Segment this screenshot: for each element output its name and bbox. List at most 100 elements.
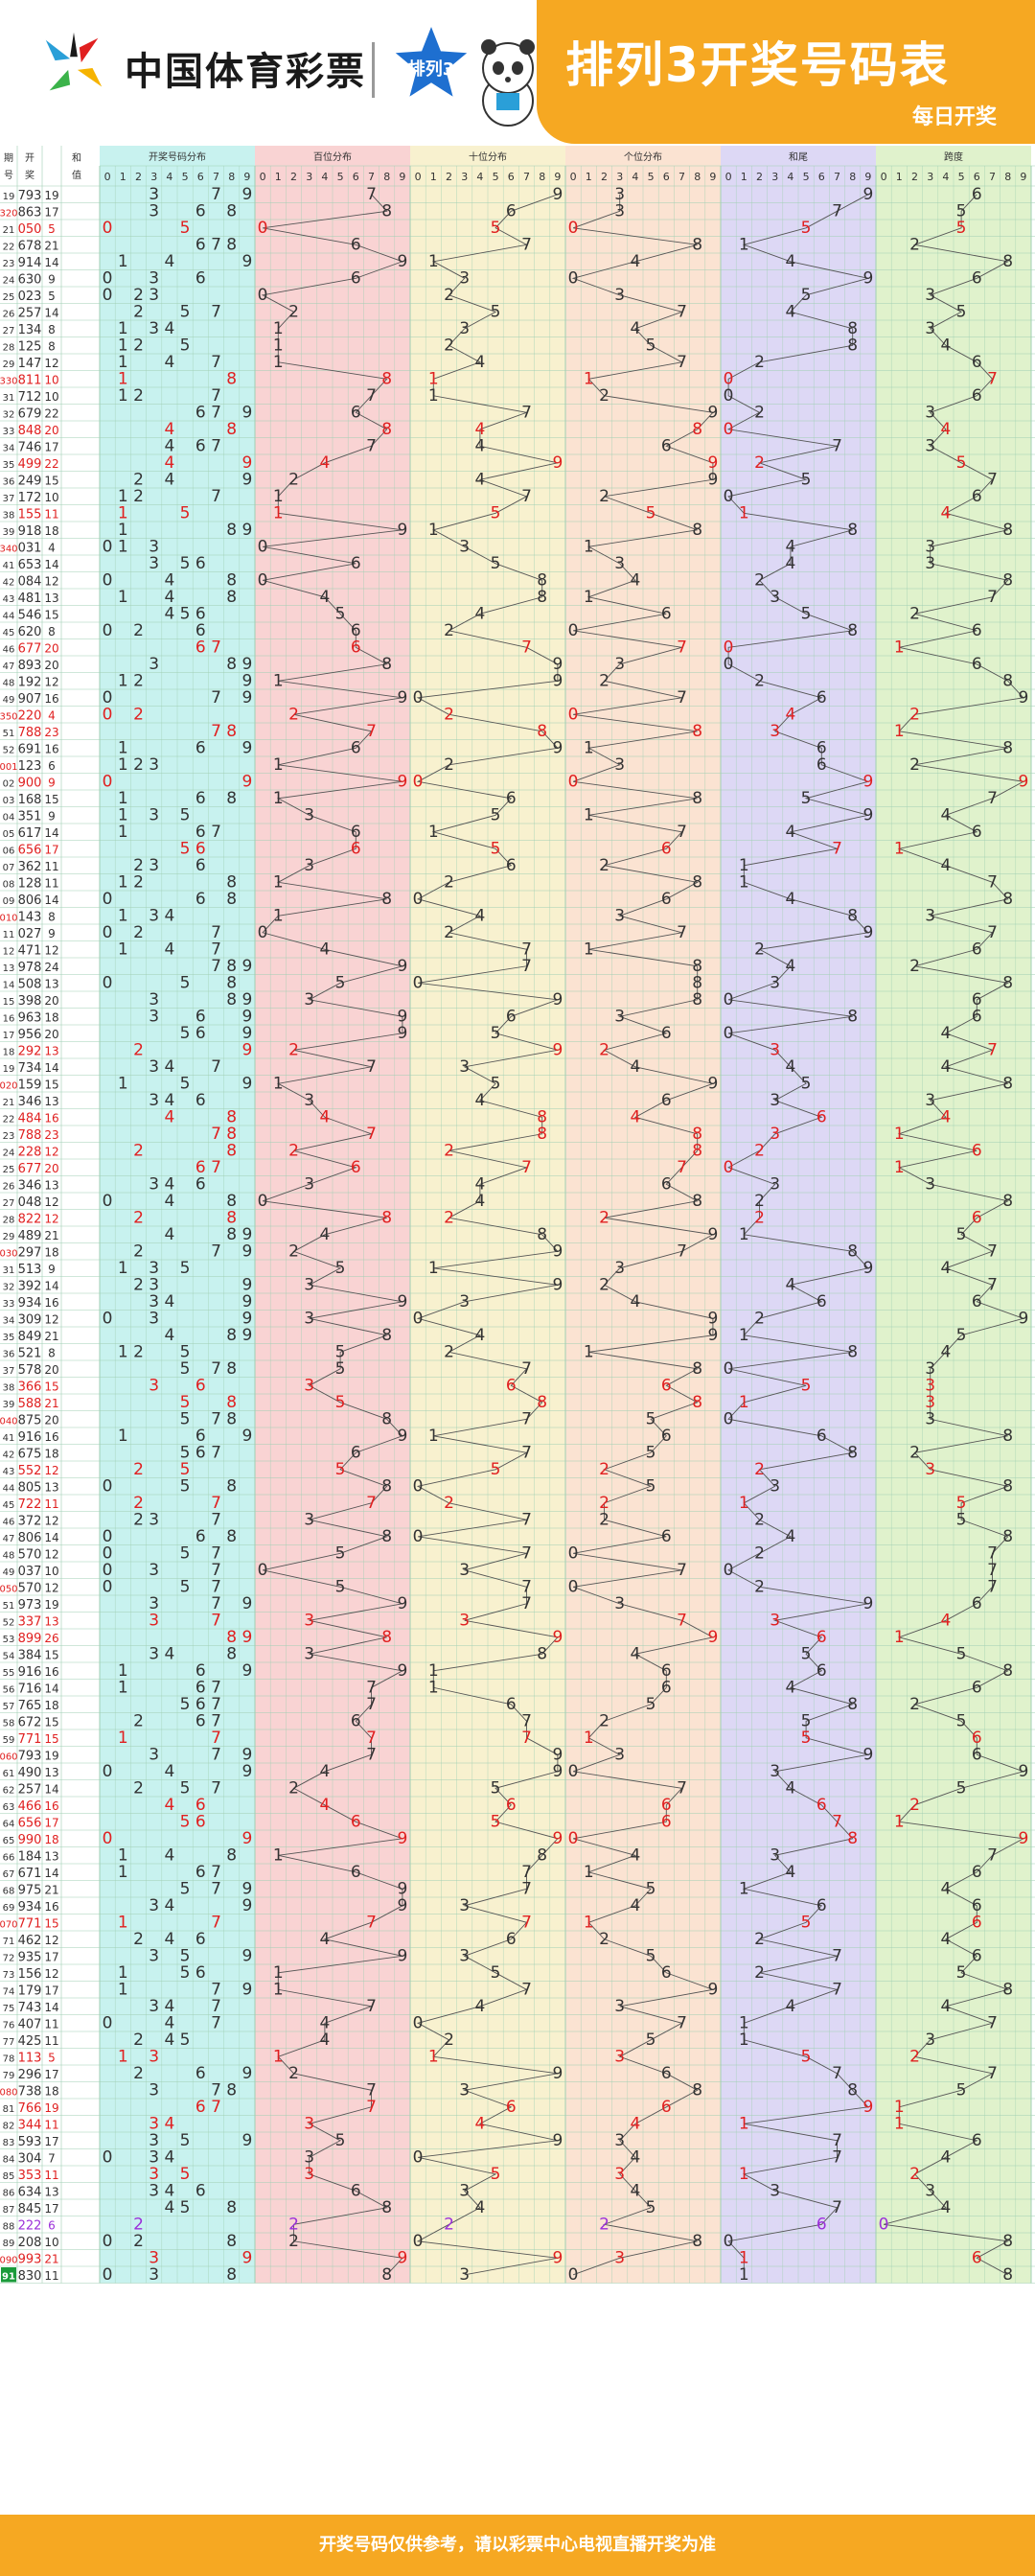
digit-header: 0 [725,171,732,183]
period-cell: 47 [3,661,15,672]
digit-header: 7 [213,171,219,183]
section-header-5: 跨度 [944,151,963,163]
sum-cell: 13 [44,592,58,605]
dist-digit: 8 [226,890,237,909]
brand-name: 中国体育彩票 [125,50,366,94]
number-cell: 490 [18,1766,42,1780]
dist-digit: 1 [118,252,128,271]
trend-digit: 7 [832,2198,842,2217]
trend-digit: 7 [366,1695,377,1714]
trend-digit: 6 [972,268,982,288]
section-header-2: 十位分布 [469,151,507,163]
dist-digit: 2 [133,2031,144,2050]
trend-digit: 5 [491,503,501,522]
trend-digit: 3 [614,286,625,305]
number-cell: 048 [18,1195,42,1210]
digit-header: 3 [150,171,157,183]
trend-digit: 3 [614,201,625,220]
trend-digit: 1 [428,369,439,388]
trend-digit: 6 [816,688,827,708]
trend-digit: 8 [1002,2265,1013,2285]
trend-digit: 6 [661,604,672,623]
trend-digit: 0 [568,1762,579,1781]
digit-header: 1 [430,171,437,183]
dist-digit: 9 [242,738,252,757]
trend-digit: 7 [366,1997,377,2016]
number-cell: 570 [18,1547,42,1562]
dist-digit: 8 [226,369,237,388]
trend-digit: 4 [319,1762,330,1781]
trend-digit: 9 [862,268,873,288]
trend-digit: 0 [568,1543,579,1563]
trend-digit: 6 [506,2098,517,2117]
sum-cell: 19 [44,2101,58,2115]
dist-digit: 1 [118,1259,128,1278]
trend-digit: 4 [785,1863,795,1882]
trend-digit: 2 [444,1342,454,1361]
period-cell: 81 [3,2104,15,2115]
trend-digit: 9 [397,2248,407,2267]
number-cell: 656 [18,1816,42,1830]
dist-digit: 3 [149,1745,159,1764]
dist-digit: 0 [103,1829,113,1848]
number-cell: 513 [18,1263,42,1277]
trend-digit: 2 [599,1711,610,1730]
trend-digit: 7 [987,369,998,388]
dist-digit: 9 [242,990,252,1010]
period-cell: 52 [3,1617,15,1628]
trend-digit: 0 [724,1561,734,1580]
trend-digit: 5 [801,286,812,305]
dist-digit: 0 [103,973,113,992]
trend-digit: 7 [366,1125,377,1144]
section-header-4: 和尾 [789,151,808,163]
digit-header: 9 [243,171,250,183]
sum-cell: 12 [44,1514,58,1527]
trend-digit: 2 [909,2165,920,2184]
digit-header: 1 [741,171,748,183]
trend-digit: 3 [925,286,935,305]
trend-digit: 2 [909,1796,920,1815]
trend-digit: 5 [956,1963,967,1983]
trend-digit: 6 [816,1292,827,1311]
trend-digit: 5 [801,1729,812,1748]
dist-digit: 5 [180,503,191,522]
sum-cell: 13 [44,1614,58,1628]
number-cell: 716 [18,1682,42,1696]
period-cell: 82 [3,2121,15,2131]
trend-digit: 3 [304,1275,314,1294]
dist-digit: 3 [149,1997,159,2016]
period-cell: 320 [0,208,18,219]
trend-digit: 2 [754,1141,765,1160]
dist-digit: 1 [118,1913,128,1932]
period-cell: 45 [3,628,15,638]
number-cell: 398 [18,994,42,1009]
dist-digit: 8 [226,588,237,607]
trend-digit: 6 [506,1695,517,1714]
dist-digit: 2 [133,1510,144,1529]
dist-digit: 0 [103,621,113,640]
trend-digit: 5 [646,1879,656,1898]
dist-digit: 6 [196,1661,206,1681]
trend-digit: 6 [972,1007,982,1026]
trend-digit: 6 [816,1661,827,1681]
dist-digit: 5 [180,1393,191,1412]
trend-digit: 3 [925,537,935,556]
digit-header: 5 [337,171,344,183]
number-cell: 672 [18,1715,42,1729]
dist-digit: 8 [226,1527,237,1546]
pl3-badge-icon: 排列3 [388,21,474,104]
trend-digit: 8 [692,1125,702,1144]
trend-digit: 8 [1002,738,1013,757]
dist-digit: 1 [118,789,128,808]
number-cell: 593 [18,2135,42,2149]
dist-digit: 5 [180,1963,191,1983]
dist-digit: 9 [242,1292,252,1311]
period-cell: 78 [3,2054,15,2064]
trend-digit: 0 [724,638,734,657]
trend-digit: 8 [537,570,547,590]
trend-digit: 6 [972,1292,982,1311]
period-cell: 65 [3,1836,15,1846]
dist-digit: 8 [226,201,237,220]
trend-digit: 1 [584,805,594,824]
sum-cell: 10 [44,373,58,386]
